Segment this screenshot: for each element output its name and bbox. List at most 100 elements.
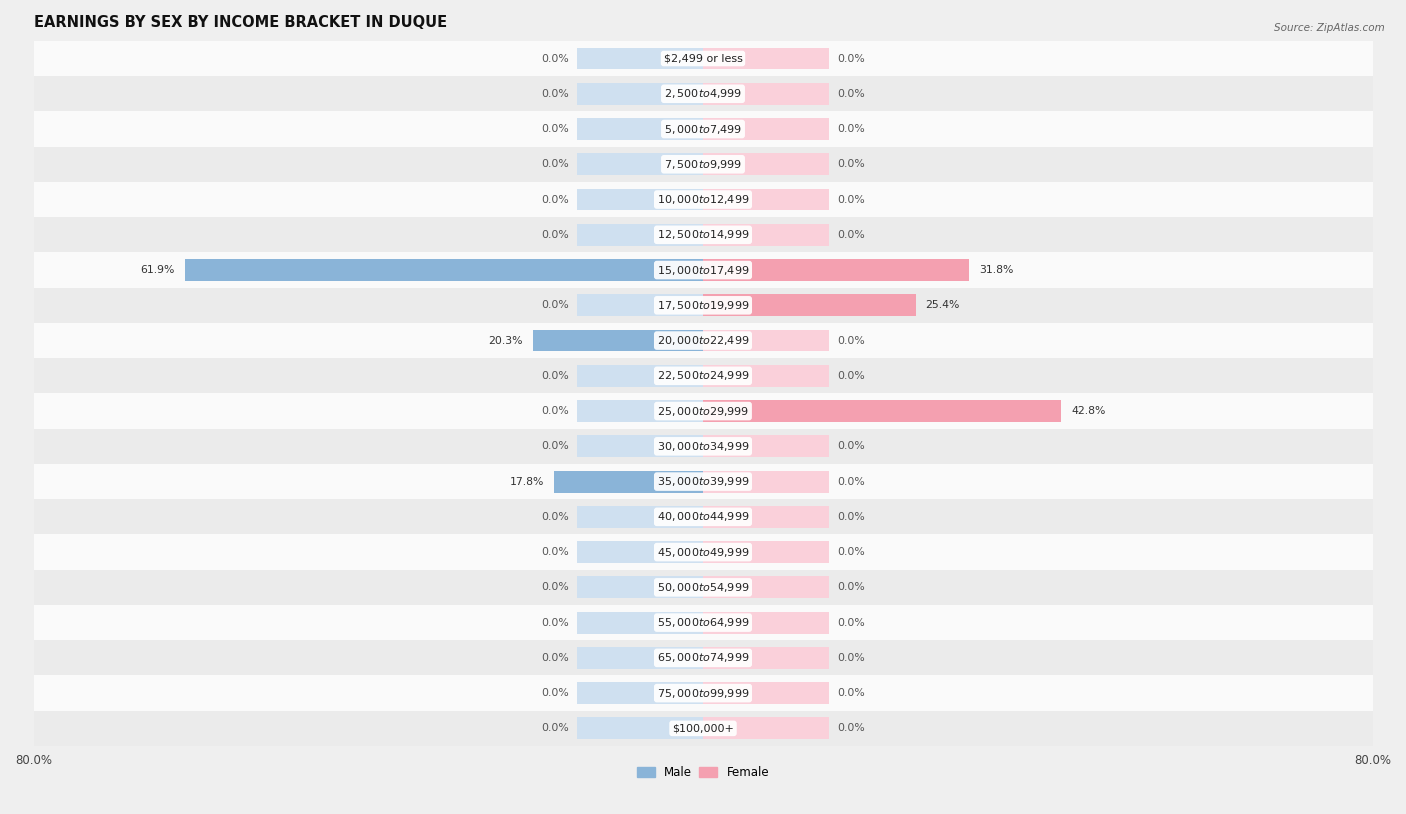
Text: 61.9%: 61.9%	[141, 265, 174, 275]
Text: 0.0%: 0.0%	[541, 582, 569, 593]
Text: 20.3%: 20.3%	[488, 335, 523, 346]
Text: 0.0%: 0.0%	[541, 124, 569, 134]
Bar	[578, 717, 703, 739]
Text: 0.0%: 0.0%	[837, 547, 865, 557]
Text: 0.0%: 0.0%	[837, 54, 865, 63]
Bar	[703, 295, 828, 316]
Text: 0.0%: 0.0%	[541, 195, 569, 204]
Bar	[578, 611, 703, 633]
Bar	[578, 647, 703, 669]
Text: 0.0%: 0.0%	[837, 618, 865, 628]
Text: 0.0%: 0.0%	[837, 195, 865, 204]
Bar	[703, 682, 828, 704]
Bar	[186, 259, 703, 281]
Text: 0.0%: 0.0%	[541, 653, 569, 663]
Bar	[703, 365, 828, 387]
Bar	[703, 295, 915, 316]
Text: 0.0%: 0.0%	[541, 300, 569, 310]
Text: 0.0%: 0.0%	[541, 160, 569, 169]
Bar	[34, 252, 1372, 287]
Text: 0.0%: 0.0%	[837, 371, 865, 381]
Text: $10,000 to $12,499: $10,000 to $12,499	[657, 193, 749, 206]
Bar	[34, 605, 1372, 641]
Bar	[34, 711, 1372, 746]
Bar	[578, 330, 703, 352]
Text: $7,500 to $9,999: $7,500 to $9,999	[664, 158, 742, 171]
Bar	[703, 153, 828, 175]
Text: $2,500 to $4,999: $2,500 to $4,999	[664, 87, 742, 100]
Bar	[578, 83, 703, 105]
Bar	[703, 118, 828, 140]
Text: 25.4%: 25.4%	[925, 300, 960, 310]
Text: Source: ZipAtlas.com: Source: ZipAtlas.com	[1274, 23, 1385, 33]
Bar	[578, 118, 703, 140]
Bar	[34, 323, 1372, 358]
Bar	[703, 400, 828, 422]
Text: 0.0%: 0.0%	[541, 441, 569, 451]
Bar	[34, 287, 1372, 323]
Text: 0.0%: 0.0%	[837, 724, 865, 733]
Bar	[703, 259, 969, 281]
Text: $2,499 or less: $2,499 or less	[664, 54, 742, 63]
Bar	[34, 112, 1372, 147]
Bar	[578, 365, 703, 387]
Text: $65,000 to $74,999: $65,000 to $74,999	[657, 651, 749, 664]
Text: 0.0%: 0.0%	[837, 160, 865, 169]
Bar	[703, 47, 828, 69]
Text: $100,000+: $100,000+	[672, 724, 734, 733]
Bar	[34, 535, 1372, 570]
Text: 0.0%: 0.0%	[837, 582, 865, 593]
Bar	[703, 717, 828, 739]
Text: $40,000 to $44,999: $40,000 to $44,999	[657, 510, 749, 523]
Text: 0.0%: 0.0%	[837, 335, 865, 346]
Text: 0.0%: 0.0%	[541, 724, 569, 733]
Text: $15,000 to $17,499: $15,000 to $17,499	[657, 264, 749, 277]
Bar	[703, 400, 1062, 422]
Text: 0.0%: 0.0%	[837, 512, 865, 522]
Text: 0.0%: 0.0%	[837, 441, 865, 451]
Bar	[703, 259, 828, 281]
Bar	[578, 47, 703, 69]
Bar	[34, 147, 1372, 182]
Text: $35,000 to $39,999: $35,000 to $39,999	[657, 475, 749, 488]
Text: $25,000 to $29,999: $25,000 to $29,999	[657, 405, 749, 418]
Text: $17,500 to $19,999: $17,500 to $19,999	[657, 299, 749, 312]
Bar	[578, 470, 703, 492]
Bar	[34, 641, 1372, 676]
Text: 42.8%: 42.8%	[1071, 406, 1105, 416]
Bar	[34, 358, 1372, 393]
Bar	[34, 182, 1372, 217]
Text: $75,000 to $99,999: $75,000 to $99,999	[657, 687, 749, 699]
Text: 0.0%: 0.0%	[837, 230, 865, 240]
Bar	[578, 435, 703, 457]
Bar	[578, 189, 703, 211]
Text: 0.0%: 0.0%	[837, 124, 865, 134]
Text: $55,000 to $64,999: $55,000 to $64,999	[657, 616, 749, 629]
Bar	[578, 682, 703, 704]
Bar	[34, 217, 1372, 252]
Bar	[34, 570, 1372, 605]
Bar	[578, 259, 703, 281]
Bar	[703, 647, 828, 669]
Text: $20,000 to $22,499: $20,000 to $22,499	[657, 334, 749, 347]
Text: 0.0%: 0.0%	[541, 618, 569, 628]
Text: 0.0%: 0.0%	[837, 89, 865, 98]
Text: 0.0%: 0.0%	[541, 547, 569, 557]
Bar	[703, 541, 828, 563]
Text: $30,000 to $34,999: $30,000 to $34,999	[657, 440, 749, 453]
Bar	[578, 153, 703, 175]
Text: 0.0%: 0.0%	[837, 476, 865, 487]
Text: 0.0%: 0.0%	[541, 54, 569, 63]
Bar	[703, 435, 828, 457]
Legend: Male, Female: Male, Female	[637, 766, 769, 779]
Text: $45,000 to $49,999: $45,000 to $49,999	[657, 545, 749, 558]
Text: 0.0%: 0.0%	[541, 89, 569, 98]
Text: 0.0%: 0.0%	[837, 688, 865, 698]
Text: 0.0%: 0.0%	[541, 371, 569, 381]
Bar	[34, 464, 1372, 499]
Text: EARNINGS BY SEX BY INCOME BRACKET IN DUQUE: EARNINGS BY SEX BY INCOME BRACKET IN DUQ…	[34, 15, 447, 30]
Bar	[554, 470, 703, 492]
Text: $5,000 to $7,499: $5,000 to $7,499	[664, 123, 742, 135]
Bar	[34, 393, 1372, 429]
Bar	[34, 41, 1372, 77]
